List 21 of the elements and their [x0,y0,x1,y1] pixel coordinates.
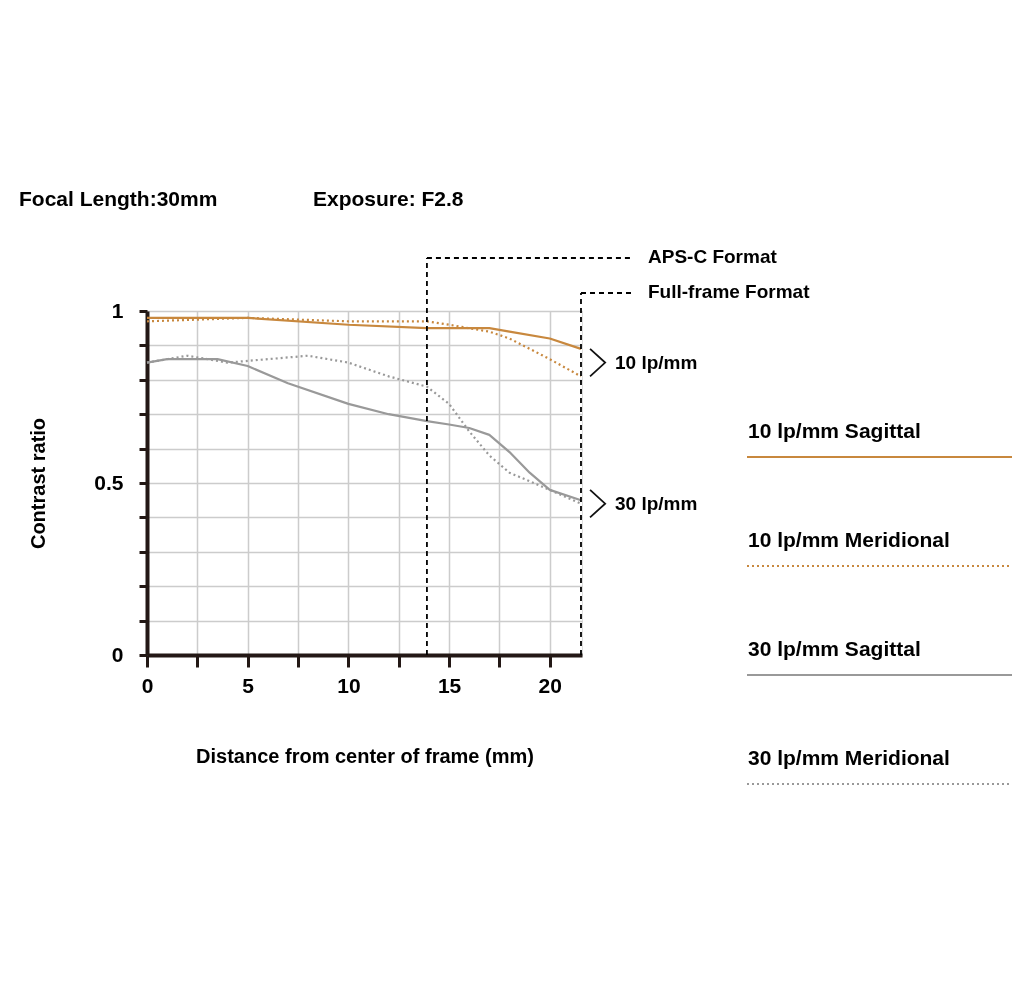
x-tick-label: 10 [337,673,361,697]
text: 10 lp/mm Meridional [748,528,950,551]
y-tick-label: 0.5 [94,470,124,494]
chart-subtitle: Exposure: F2.8 [313,187,464,210]
y-axis-title: Contrast ratio [27,417,50,550]
y-tick-label: 0 [111,642,124,666]
y-tick-label: 1 [111,298,124,322]
x-tick-label: 5 [242,673,255,697]
ref-line-label: APS-C Format [648,246,778,267]
annotation: 10 lp/mm [614,351,698,373]
text: 30 lp/mm Sagittal [748,637,921,660]
ref-line-label: Full-frame Format [648,281,811,302]
x-axis-title: Distance from center of frame (mm) [196,744,534,767]
text: 30 lp/mm Meridional [748,746,950,769]
line-series [145,316,583,378]
annotation: 30 lp/mm [614,492,698,514]
chart-title: Focal Length:30mm [19,187,218,210]
x-tick-label: 15 [437,673,462,697]
text: 10 lp/mm Sagittal [748,419,921,442]
x-tick-label: 0 [141,673,154,697]
x-tick-label: 20 [538,673,562,697]
